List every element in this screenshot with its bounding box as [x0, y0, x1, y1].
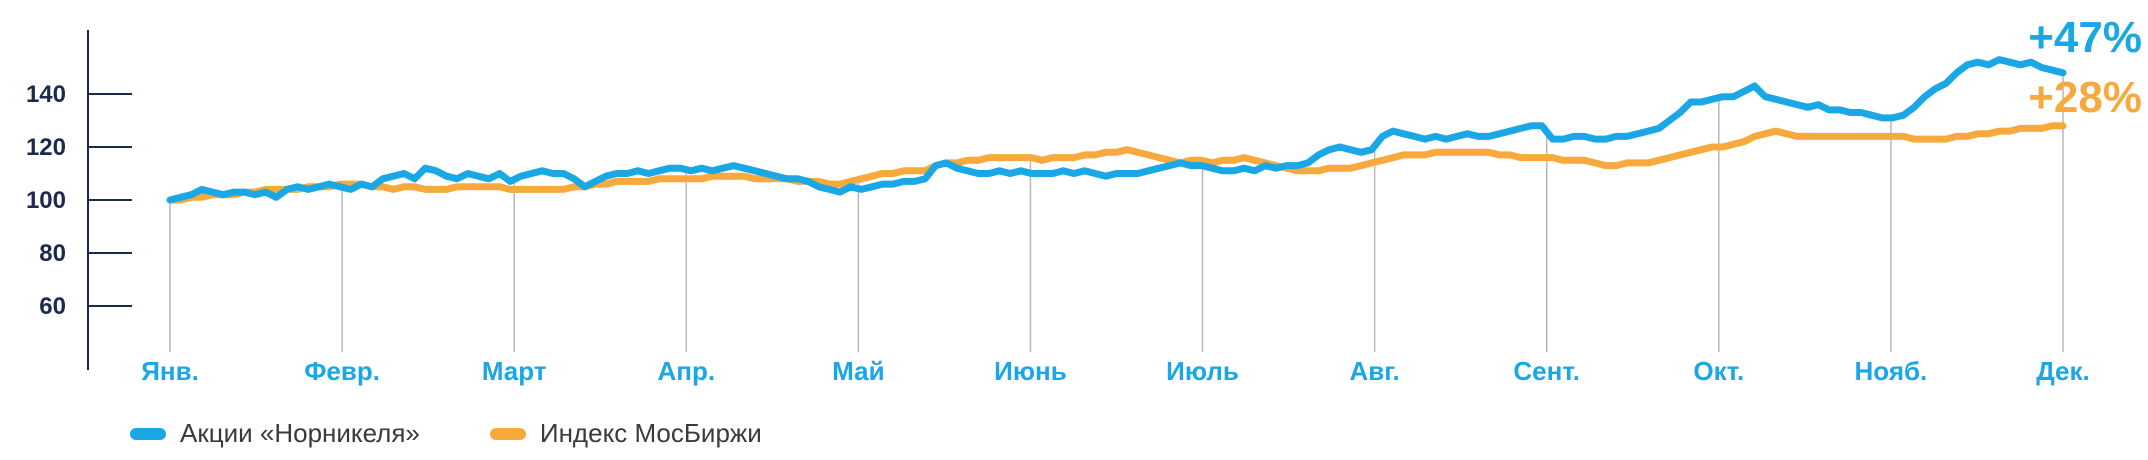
month-gridlines	[169, 72, 2064, 352]
x-tick-label: Янв.	[141, 356, 199, 386]
line-chart: 60 80 100 120 140 Янв. Февр. Март Апр. Май Июнь Ию…	[26, 13, 2142, 386]
x-tick-label: Нояб.	[1855, 356, 1928, 386]
legend: Акции «Норникеля» Индекс МосБиржи	[130, 418, 762, 449]
x-tick-label: Февр.	[304, 356, 380, 386]
legend-swatch-moex	[489, 427, 526, 440]
legend-label-norilsk: Акции «Норникеля»	[180, 418, 420, 448]
x-tick-label: Март	[482, 356, 547, 386]
legend-item-norilsk: Акции «Норникеля»	[130, 418, 420, 449]
end-label-moex: +28%	[2028, 73, 2142, 122]
x-tick-label: Авг.	[1350, 356, 1400, 386]
x-tick-label: Дек.	[2036, 356, 2090, 386]
y-tick-label: 120	[26, 134, 66, 161]
x-tick-label: Июнь	[994, 356, 1067, 386]
end-label-norilsk: +47%	[2028, 13, 2142, 62]
legend-item-moex: Индекс МосБиржи	[489, 418, 762, 449]
legend-label-moex: Индекс МосБиржи	[539, 418, 762, 448]
y-tick-label: 80	[39, 240, 66, 267]
x-tick-label: Июль	[1166, 356, 1239, 386]
y-axis-ticks: 60 80 100 120 140	[26, 81, 132, 320]
y-tick-label: 60	[39, 293, 66, 320]
series-end-labels: +47% +28%	[2028, 13, 2142, 122]
y-tick-label: 100	[26, 187, 66, 214]
series-line-norilsk	[166, 56, 2067, 204]
series-lines	[166, 56, 2067, 204]
legend-swatch-norilsk	[130, 427, 166, 440]
x-tick-label: Окт.	[1693, 356, 1744, 386]
x-tick-label: Апр.	[657, 356, 715, 386]
x-axis-ticks: Янв. Февр. Март Апр. Май Июнь Июль Авг. Сент. Окт…	[141, 356, 2090, 386]
x-tick-label: Май	[832, 356, 884, 386]
series-line-moex	[166, 122, 2067, 204]
x-tick-label: Сент.	[1513, 356, 1580, 386]
y-tick-label: 140	[26, 81, 66, 108]
